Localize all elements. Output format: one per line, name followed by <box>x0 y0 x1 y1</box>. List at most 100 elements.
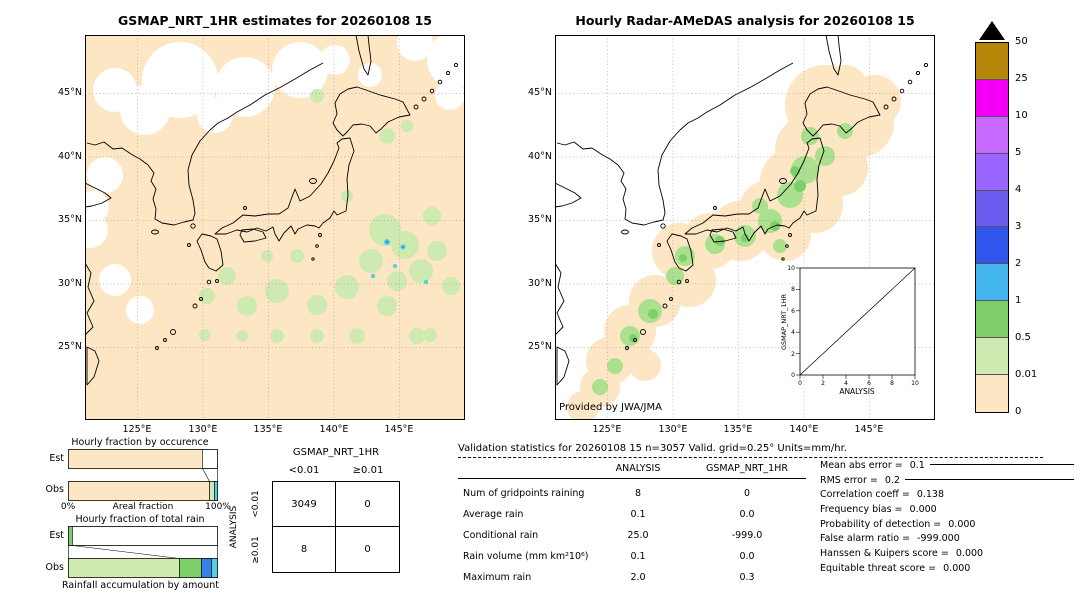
stats-gsmap-value: 0 <box>743 488 751 499</box>
svg-text:10: 10 <box>787 265 795 272</box>
moderate-rain-cells <box>370 239 429 285</box>
colorbar-segment <box>976 43 1008 80</box>
contingency-cell: 3049 <box>273 482 336 527</box>
stats-col-header: GSMAP_NRT_1HR <box>706 463 788 474</box>
metric-label: Equitable threat score = <box>820 563 937 574</box>
contingency-cell: 0 <box>364 544 371 555</box>
stats-analysis-value: 0.1 <box>630 509 646 520</box>
svg-text:4: 4 <box>791 329 795 336</box>
metric-value: 0.000 <box>943 563 971 574</box>
colorbar-segment <box>976 190 1008 228</box>
stats-analysis-value: 8 <box>634 488 642 499</box>
contingency-row-label: <0.01 <box>251 490 261 518</box>
colorbar-label: 50 <box>1015 36 1028 47</box>
lon-label: 130°E <box>188 424 218 435</box>
lon-label: 145°E <box>854 424 884 435</box>
metric-label: False alarm ratio = <box>820 533 911 544</box>
stats-divider <box>458 457 1043 458</box>
inset-x-tick-labels: 0 2 4 6 8 10 <box>798 380 919 387</box>
contingency-table: 3049 0 8 0 <box>272 481 400 573</box>
inset-y-axis-label: GSMAP_NRT_1HR <box>780 293 788 350</box>
lat-label: 40°N <box>528 151 552 162</box>
contingency-col-label: ≥0.01 <box>352 465 384 476</box>
lat-label: 35°N <box>58 214 82 225</box>
metric-value: 0.138 <box>916 489 945 500</box>
stats-row-label: Average rain <box>463 509 524 520</box>
colorbar-label: 4 <box>1015 184 1022 195</box>
stats-header: Validation statistics for 20260108 15 n=… <box>458 443 847 454</box>
colorbar-label: 10 <box>1015 110 1028 121</box>
contingency-col-label: <0.01 <box>288 465 320 476</box>
lon-label: 135°E <box>253 424 283 435</box>
contingency-row-label: ≥0.01 <box>251 536 261 564</box>
metric-row: RMS error = 0.2 <box>820 475 1074 486</box>
lat-label: 25°N <box>58 341 82 352</box>
lat-label: 30°N <box>58 278 82 289</box>
contingency-title: GSMAP_NRT_1HR <box>292 447 380 458</box>
svg-text:6: 6 <box>791 308 795 315</box>
svg-text:4: 4 <box>844 380 848 387</box>
contingency-side-label: ANALYSIS <box>229 505 239 549</box>
colorbar-segment <box>976 79 1008 117</box>
colorbar-label: 0 <box>1015 406 1022 417</box>
analysis-moderate-rain <box>629 166 806 342</box>
heavier-rain-cores <box>385 240 404 248</box>
metric-label: Hanssen & Kuipers score = <box>820 548 949 559</box>
metric-label: Frequency bias = <box>820 504 903 515</box>
right-map-title: Hourly Radar-AMeDAS analysis for 2026010… <box>575 13 915 28</box>
svg-text:2: 2 <box>791 351 795 358</box>
colorbar-label: 3 <box>1015 221 1022 232</box>
lat-label: 25°N <box>528 341 552 352</box>
stats-gsmap-value: 0.3 <box>739 572 755 583</box>
row-label-est: Est <box>49 530 64 541</box>
zero-rain-areas <box>85 35 465 324</box>
colorbar-segment <box>976 301 1008 339</box>
colorbar-label: 0.5 <box>1015 332 1031 343</box>
svg-text:2: 2 <box>821 380 825 387</box>
metric-row: False alarm ratio = -999.000 <box>820 533 1074 544</box>
totalrain-chart-caption: Rainfall accumulation by amount <box>62 580 219 591</box>
colorbar-label: 5 <box>1015 147 1022 158</box>
inset-tick-marks <box>796 267 916 379</box>
lon-label: 125°E <box>592 424 622 435</box>
inset-diagonal-line <box>799 267 916 376</box>
colorbar-segment <box>976 116 1008 154</box>
svg-text:8: 8 <box>791 286 795 293</box>
svg-text:10: 10 <box>911 380 919 387</box>
colorbar <box>975 42 1009 413</box>
axis-min-label: 0% <box>60 502 76 512</box>
colorbar-segment <box>976 264 1008 302</box>
occurrence-chart-title: Hourly fraction by occurence <box>71 437 209 448</box>
lon-label: 135°E <box>723 424 753 435</box>
metric-value: 0.000 <box>955 548 984 559</box>
row-label-obs: Obs <box>45 484 64 495</box>
stats-row-label: Num of gridpoints raining <box>463 488 585 499</box>
metric-value: 0.000 <box>948 519 976 530</box>
stats-analysis-value: 2.0 <box>630 572 646 583</box>
metric-label: Correlation coeff = <box>820 489 910 500</box>
stats-gsmap-value: 0.0 <box>739 509 755 520</box>
row-label-est: Est <box>49 453 64 464</box>
metric-row: Frequency bias = 0.000 <box>820 504 1074 515</box>
metric-row: Hanssen & Kuipers score = 0.000 <box>820 548 1074 559</box>
stats-row-label: Rain volume (mm km²10⁶) <box>463 551 589 562</box>
lat-label: 30°N <box>528 278 552 289</box>
lat-label: 45°N <box>58 87 82 98</box>
metric-row: Probability of detection = 0.000 <box>820 519 1074 530</box>
colorbar-label: 1 <box>1015 295 1022 306</box>
metric-value: 0.1 <box>909 460 925 471</box>
svg-text:8: 8 <box>890 380 894 387</box>
contingency-cell: 8 <box>273 527 336 572</box>
lat-label: 35°N <box>528 214 552 225</box>
lon-label: 130°E <box>658 424 688 435</box>
inset-y-tick-labels: 0 2 4 6 8 10 <box>787 265 795 379</box>
axis-title: Areal fraction <box>112 502 174 512</box>
metric-rule <box>929 464 1074 465</box>
colorbar-label: 0.01 <box>1015 369 1038 380</box>
occurrence-bars <box>68 449 218 501</box>
left-map <box>85 35 465 420</box>
right-map-frame <box>555 35 935 420</box>
contingency-cell: 0 <box>336 482 399 527</box>
stats-gsmap-value: 0.0 <box>739 551 755 562</box>
